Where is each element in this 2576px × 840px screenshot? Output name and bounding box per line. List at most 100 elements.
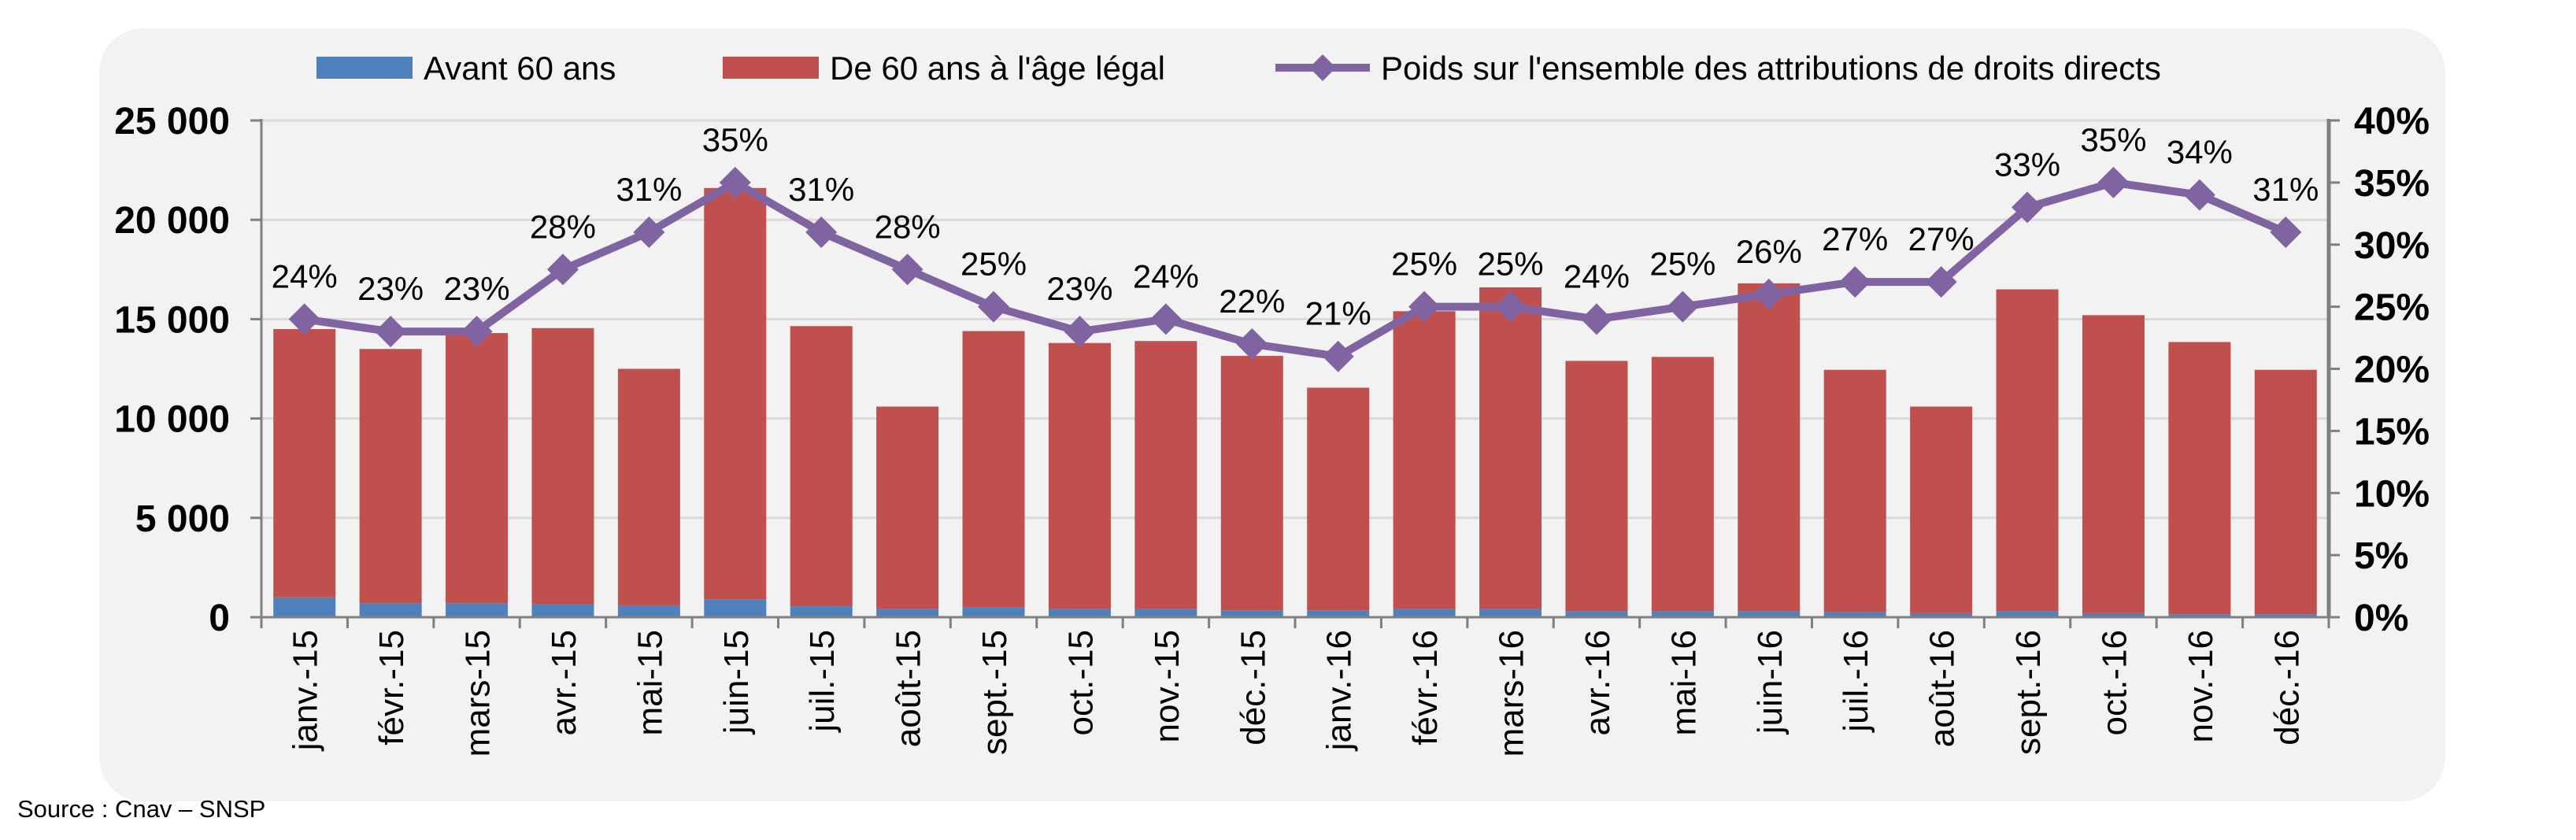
x-tick-label: avr.-16 (1579, 630, 1617, 736)
bar-avant-60 (1738, 611, 1801, 617)
legend-label-poids: Poids sur l'ensemble des attributions de… (1381, 50, 2161, 87)
bar-avant-60 (1048, 609, 1111, 617)
x-tick-label: févr.-15 (372, 630, 411, 746)
line-point-poids (1149, 303, 1182, 335)
line-point-poids (1752, 278, 1785, 310)
bar-60-age-legal (2168, 342, 2231, 615)
bar-avant-60 (1393, 609, 1456, 617)
bar-60-age-legal (1134, 341, 1197, 609)
line-point-poids (891, 253, 923, 286)
bar-avant-60 (1479, 609, 1542, 617)
data-label-poids: 28% (530, 208, 596, 245)
data-label-poids: 23% (444, 270, 510, 307)
bar-60-age-legal (2254, 369, 2317, 615)
data-label-poids: 24% (1564, 257, 1630, 294)
data-label-poids: 31% (616, 171, 682, 208)
bar-60-age-legal (1823, 369, 1886, 612)
y-tick-label-left: 0 (209, 598, 230, 639)
line-point-poids (1667, 290, 1699, 323)
data-label-poids: 27% (1908, 220, 1975, 257)
y-tick-label-right: 5% (2354, 535, 2408, 577)
bar-avant-60 (359, 603, 422, 617)
line-point-poids (2183, 179, 2215, 211)
line-point-poids (1236, 327, 1268, 360)
line-point-poids (1839, 266, 1871, 298)
bar-60-age-legal (704, 187, 767, 600)
y-tick-label-right: 20% (2354, 350, 2430, 391)
data-label-poids: 21% (1305, 295, 1371, 332)
bar-60-age-legal (962, 331, 1025, 608)
bar-avant-60 (704, 599, 767, 617)
bar-avant-60 (876, 609, 939, 617)
line-point-poids (546, 253, 579, 286)
source-note: Source : Cnav – SNSP (17, 795, 266, 823)
y-tick-label-right: 15% (2354, 411, 2430, 453)
bar-60-age-legal (359, 349, 422, 604)
x-tick-label: juin-15 (717, 630, 756, 735)
bar-60-age-legal (876, 406, 939, 609)
x-tick-label: juil.-15 (803, 630, 842, 734)
data-label-poids: 25% (1478, 246, 1544, 283)
x-tick-label: janv.-15 (287, 630, 325, 752)
data-label-poids: 26% (1736, 233, 1802, 270)
line-point-poids (2097, 166, 2130, 198)
bar-60-age-legal (273, 329, 336, 598)
data-label-poids: 22% (1219, 283, 1285, 320)
bar-avant-60 (1823, 612, 1886, 617)
data-label-poids: 25% (960, 246, 1027, 283)
bar-avant-60 (617, 605, 680, 617)
legend-label-avant-60: Avant 60 ans (424, 50, 616, 87)
x-tick-label: avr.-15 (545, 630, 583, 736)
bar-avant-60 (446, 603, 509, 617)
y-tick-label-right: 25% (2354, 287, 2430, 329)
bar-avant-60 (273, 597, 336, 617)
line-point-poids (978, 290, 1010, 323)
bar-60-age-legal (1565, 361, 1628, 612)
y-tick-label-right: 30% (2354, 225, 2430, 267)
bar-avant-60 (1996, 611, 2059, 617)
bar-avant-60 (2168, 614, 2231, 617)
data-label-poids: 28% (875, 208, 941, 245)
line-point-poids (1925, 266, 1957, 298)
x-tick-label: nov.-15 (1148, 630, 1186, 743)
data-label-poids: 31% (2252, 171, 2319, 208)
y-tick-label-right: 0% (2354, 598, 2408, 639)
x-tick-label: janv.-16 (1320, 630, 1359, 752)
line-point-poids (633, 216, 665, 248)
x-tick-label: août-15 (890, 630, 928, 747)
data-label-poids: 34% (2167, 134, 2233, 171)
data-label-poids: 35% (702, 121, 768, 158)
bar-avant-60 (790, 606, 853, 617)
bar-60-age-legal (446, 333, 509, 604)
line-point-poids (375, 316, 407, 348)
bar-60-age-legal (1048, 342, 1111, 609)
x-tick-label: mars-16 (1493, 630, 1531, 757)
bar-avant-60 (962, 607, 1025, 617)
line-point-poids (2012, 191, 2044, 224)
bar-60-age-legal (790, 326, 853, 607)
line-point-poids (1322, 340, 1354, 372)
data-label-poids: 23% (357, 270, 424, 307)
y-tick-label-left: 10 000 (114, 399, 230, 441)
data-label-poids: 25% (1649, 246, 1715, 283)
bar-avant-60 (2254, 614, 2317, 617)
bar-60-age-legal (1651, 357, 1714, 612)
line-point-poids (805, 216, 838, 248)
bar-avant-60 (1565, 611, 1628, 617)
y-tick-label-right: 10% (2354, 473, 2430, 515)
bar-60-age-legal (531, 327, 594, 605)
x-tick-label: déc.-15 (1234, 630, 1272, 746)
x-tick-label: sept.-15 (975, 630, 1014, 755)
line-point-poids (2270, 216, 2302, 248)
bar-60-age-legal (1479, 287, 1542, 609)
bar-60-age-legal (1738, 283, 1801, 612)
x-tick-label: sept.-16 (2009, 630, 2048, 755)
data-label-poids: 24% (272, 257, 338, 294)
y-tick-label-left: 25 000 (114, 101, 230, 142)
data-label-poids: 23% (1046, 270, 1112, 307)
x-tick-label: déc.-16 (2267, 630, 2306, 746)
x-tick-label: juin-16 (1751, 630, 1790, 735)
bar-avant-60 (2082, 612, 2145, 617)
y-tick-label-left: 20 000 (114, 200, 230, 242)
